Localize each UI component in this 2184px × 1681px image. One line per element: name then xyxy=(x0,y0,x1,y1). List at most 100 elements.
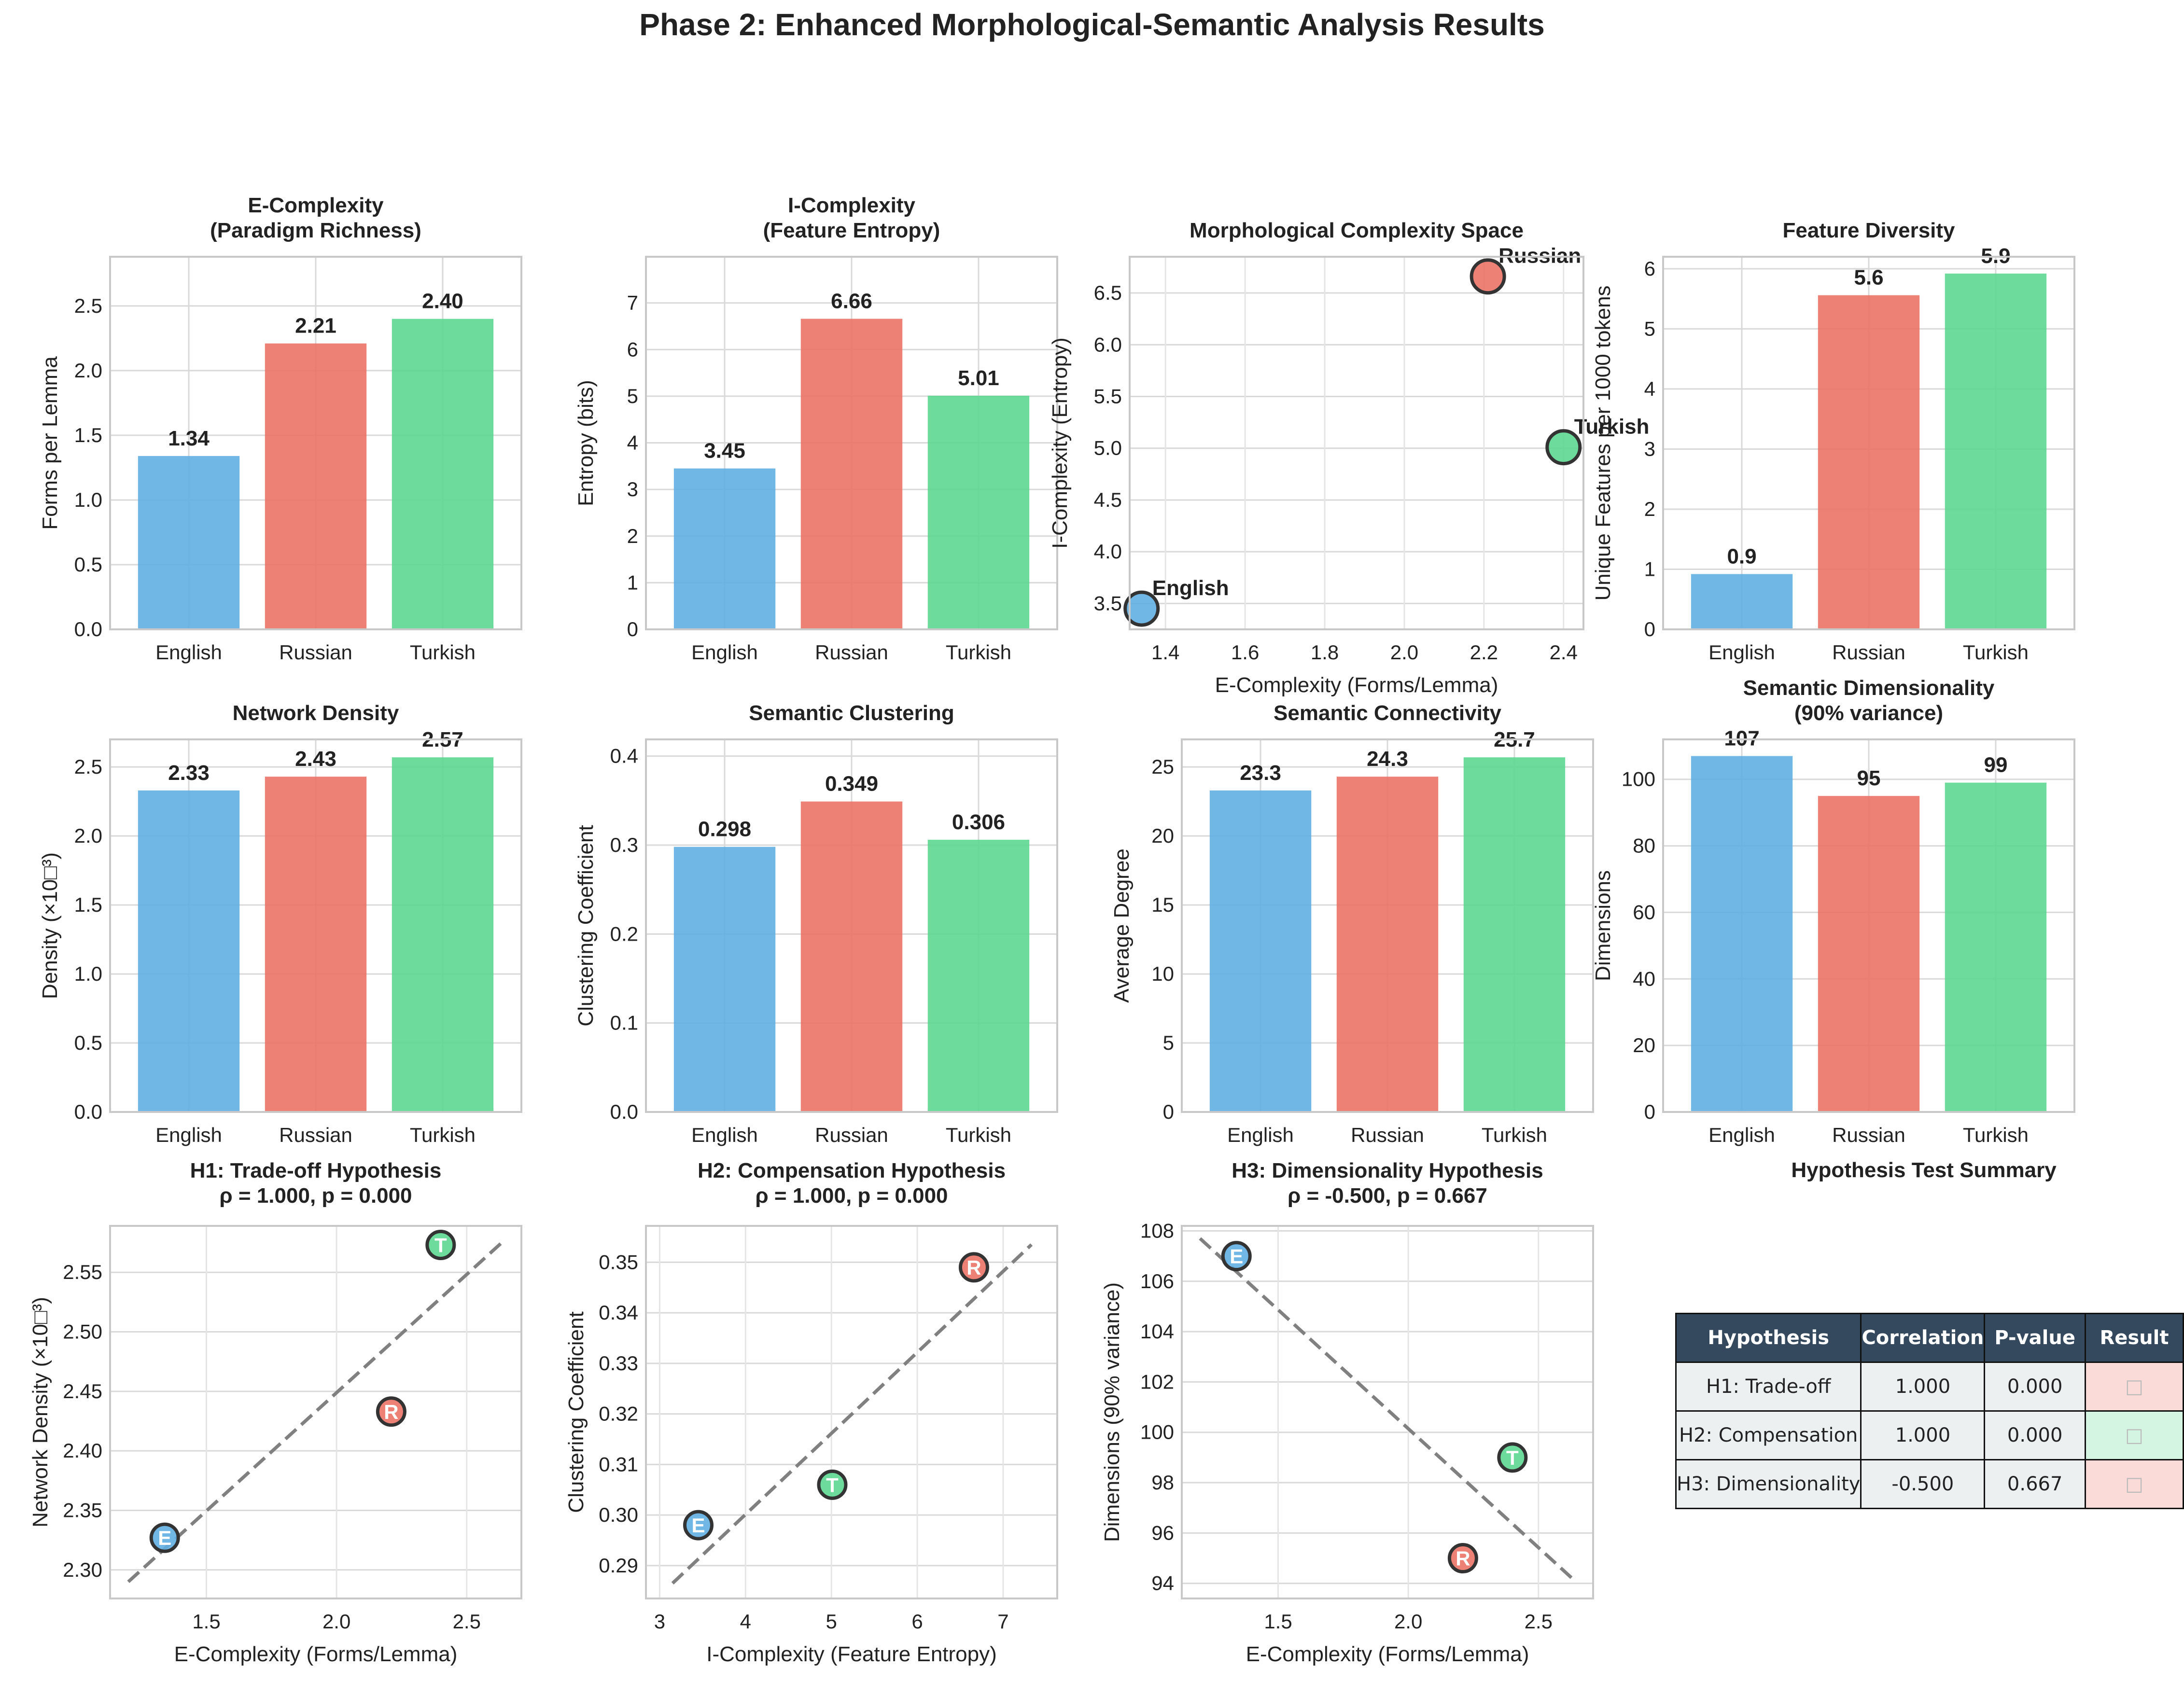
cell-pvalue: 0.000 xyxy=(1984,1361,2086,1412)
bar-english xyxy=(673,468,776,629)
chart-semantic_connectivity: Semantic Connectivity 0 5 10 15 20 25 English Ru… xyxy=(1110,701,1594,1146)
figure-suptitle: Phase 2: Enhanced Morphological-Semantic… xyxy=(639,7,1545,42)
bar-value-label: 5.01 xyxy=(958,366,999,390)
xtick-label: 6 xyxy=(911,1610,923,1633)
xtick-label: English xyxy=(1227,1124,1294,1146)
chart-title: ρ = 1.000, p = 0.000 xyxy=(219,1184,412,1208)
chart-network_density: Network Density 0.0 0.5 1.0 1.5 2.0 2.5 English… xyxy=(38,701,522,1146)
ytick-label: 0.5 xyxy=(74,1031,102,1054)
chart-title: Morphological Complexity Space xyxy=(1190,219,1524,242)
ytick-label: 2.30 xyxy=(63,1558,102,1581)
point-english xyxy=(1123,590,1160,627)
bar-russian xyxy=(1336,777,1439,1112)
y-axis-label: Forms per Lemma xyxy=(38,356,62,530)
ytick-label: 4 xyxy=(1644,377,1655,400)
axes-frame xyxy=(109,738,522,1113)
xtick-label: 2.0 xyxy=(322,1610,350,1633)
ytick-label: 1 xyxy=(1644,557,1655,580)
chart-e_complexity: E-Complexity(Paradigm Richness) 0.0 0.5 1.0… xyxy=(38,194,522,664)
cell-result: □ xyxy=(2085,1410,2184,1460)
xtick-label: Turkish xyxy=(1963,641,2029,664)
chart-title: E-Complexity xyxy=(248,194,384,217)
ytick-label: 0.30 xyxy=(599,1503,638,1526)
bar-turkish xyxy=(392,319,494,629)
xtick-label: 1.5 xyxy=(192,1610,220,1633)
ytick-label: 0.3 xyxy=(610,834,638,856)
chart-title: (90% variance) xyxy=(1794,701,1943,725)
cell-pvalue: 0.667 xyxy=(1984,1459,2086,1509)
ytick-label: 6 xyxy=(1644,257,1655,280)
bar-turkish xyxy=(927,395,1030,629)
axes-frame xyxy=(1181,738,1594,1113)
xtick-label: 2.0 xyxy=(1390,641,1418,664)
xtick-label: Turkish xyxy=(946,641,1011,664)
axes-frame xyxy=(1181,1225,1594,1599)
xtick-label: English xyxy=(155,1124,222,1146)
ytick-label: 1.0 xyxy=(74,488,102,511)
axes-frame xyxy=(645,738,1058,1113)
ytick-label: 5 xyxy=(627,385,638,407)
summary-title: Hypothesis Test Summary xyxy=(1791,1158,2057,1182)
point-turkish xyxy=(817,1469,848,1500)
ytick-label: 0.34 xyxy=(599,1301,638,1324)
ytick-label: 2.40 xyxy=(63,1439,102,1462)
bar-value-label: 3.45 xyxy=(704,439,745,463)
ytick-label: 4.5 xyxy=(1094,488,1122,511)
bar-russian xyxy=(1818,796,1920,1112)
ytick-label: 0.0 xyxy=(74,618,102,640)
ytick-label: 0.1 xyxy=(610,1012,638,1034)
xtick-label: Russian xyxy=(279,1124,352,1146)
ytick-label: 2.0 xyxy=(74,359,102,382)
trend-line xyxy=(127,1240,504,1584)
xtick-label: 2.5 xyxy=(1525,1610,1553,1633)
xtick-label: English xyxy=(1708,641,1775,664)
ytick-label: 100 xyxy=(1622,768,1655,791)
x-axis-label: I-Complexity (Feature Entropy) xyxy=(706,1642,997,1666)
ytick-label: 5.0 xyxy=(1094,437,1122,459)
bar-value-label: 99 xyxy=(1984,753,2007,777)
cell-hypothesis: H1: Trade-off xyxy=(1675,1361,1862,1412)
bar-english xyxy=(1691,574,1793,629)
bar-value-label: 0.306 xyxy=(952,810,1005,834)
ytick-label: 0.29 xyxy=(599,1554,638,1577)
point-label: R xyxy=(384,1401,398,1423)
ytick-label: 2.35 xyxy=(63,1499,102,1521)
ytick-label: 2.5 xyxy=(74,755,102,778)
chart-title: (Feature Entropy) xyxy=(763,219,940,242)
xtick-label: 2.2 xyxy=(1470,641,1498,664)
chart-feature_diversity: Feature Diversity 0 1 2 3 4 5 6 English Russian Tu… xyxy=(1591,219,2075,664)
ytick-label: 1 xyxy=(627,571,638,594)
chart-title: H3: Dimensionality Hypothesis xyxy=(1232,1159,1543,1182)
point-label: E xyxy=(1230,1245,1243,1268)
y-axis-label: Entropy (bits) xyxy=(574,380,598,506)
ytick-label: 2.50 xyxy=(63,1320,102,1343)
cell-result: □ xyxy=(2085,1459,2184,1509)
xtick-label: 2.4 xyxy=(1550,641,1578,664)
cell-hypothesis: H2: Compensation xyxy=(1675,1410,1862,1460)
ytick-label: 5.5 xyxy=(1094,385,1122,408)
y-axis-label: Dimensions xyxy=(1591,870,1615,981)
axes-frame xyxy=(1662,256,2075,630)
chart-title: ρ = -0.500, p = 0.667 xyxy=(1288,1184,1487,1208)
xtick-label: English xyxy=(155,641,222,664)
chart-title: Semantic Connectivity xyxy=(1274,701,1501,725)
bar-value-label: 0.349 xyxy=(825,772,878,796)
bar-value-label: 95 xyxy=(1857,766,1881,790)
ytick-label: 104 xyxy=(1140,1320,1174,1343)
ytick-label: 1.0 xyxy=(74,962,102,985)
bar-english xyxy=(1209,790,1312,1112)
ytick-label: 80 xyxy=(1633,834,1655,857)
ytick-label: 15 xyxy=(1151,893,1174,916)
table-row: H3: Dimensionality -0.500 0.667 □ xyxy=(1675,1459,2184,1509)
ytick-label: 0.5 xyxy=(74,553,102,576)
ytick-label: 6.0 xyxy=(1094,333,1122,356)
chart-title: Semantic Clustering xyxy=(749,701,954,725)
xtick-label: Turkish xyxy=(946,1124,1011,1146)
chart-semantic_clustering: Semantic Clustering 0.0 0.1 0.2 0.3 0.4 Englis… xyxy=(574,701,1058,1146)
chart-i_complexity: I-Complexity(Feature Entropy) 0 1 2 3 4 5 6 7 Eng… xyxy=(574,194,1058,664)
ytick-label: 0.31 xyxy=(599,1453,638,1475)
bar-english xyxy=(1691,756,1793,1112)
bar-english xyxy=(138,456,240,629)
